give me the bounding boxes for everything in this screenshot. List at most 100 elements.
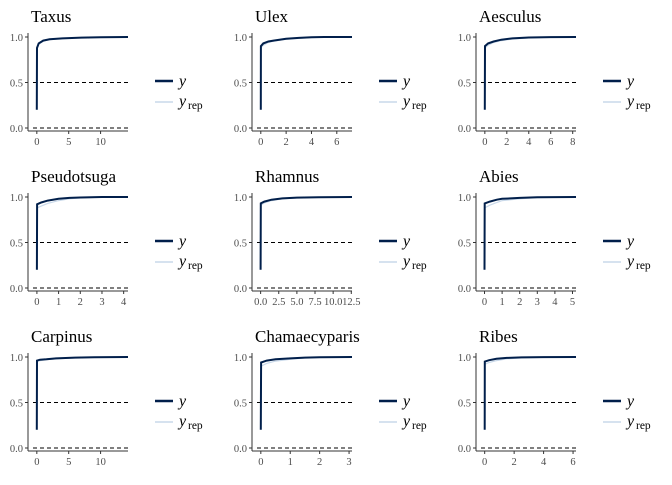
legend-label-yrep-sub: rep — [412, 420, 427, 432]
series-y-line — [35, 196, 128, 270]
panel-title: Carpinus — [31, 327, 92, 346]
y-tick-label: 0.0 — [234, 284, 247, 295]
panel-abies: Abies 0.0 0.5 1.0 0 1 2 3 4 5 yy rep — [458, 167, 651, 308]
panel-pseudotsuga: Pseudotsuga 0.0 0.5 1.0 0 1 2 3 4 yy rep — [10, 167, 203, 308]
legend-label-y: y — [625, 73, 635, 90]
series-yrep-line — [260, 196, 353, 270]
y-tick-label: 0.0 — [458, 124, 471, 135]
legend-label-y: y — [625, 393, 635, 410]
legend-label-yrep: y — [401, 253, 411, 270]
series-y-line — [35, 356, 129, 430]
x-tick-label: 6 — [334, 137, 339, 148]
y-tick-label: 0.0 — [10, 124, 23, 135]
legend-label-yrep: y — [401, 93, 411, 110]
x-tick-label: 2 — [504, 137, 509, 148]
x-tick-label: 1 — [56, 297, 61, 308]
y-tick-label: 0.0 — [458, 444, 471, 455]
y-tick-label: 0.0 — [234, 444, 247, 455]
legend-label-y: y — [401, 73, 411, 90]
x-tick-label: 0 — [482, 457, 487, 468]
x-tick-label: 0 — [34, 297, 39, 308]
y-tick-label: 0.5 — [234, 239, 247, 250]
y-tick-label: 1.0 — [234, 193, 247, 204]
x-tick-label: 4 — [541, 457, 547, 468]
x-tick-label: 12.5 — [342, 297, 360, 308]
series-y-line — [483, 36, 577, 110]
x-tick-label: 2 — [78, 297, 83, 308]
x-tick-label: 6 — [548, 137, 553, 148]
x-tick-label: 1 — [499, 297, 504, 308]
x-tick-label: 5 — [66, 457, 71, 468]
legend-label-yrep: y — [625, 413, 635, 430]
x-tick-label: 10 — [95, 457, 106, 468]
y-tick-label: 0.5 — [458, 79, 471, 90]
legend-label-yrep: y — [177, 413, 187, 430]
legend-label-y: y — [625, 233, 635, 250]
x-tick-label: 0 — [482, 297, 487, 308]
panel-ulex: Ulex 0.0 0.5 1.0 0 2 4 6 yy rep — [234, 7, 427, 148]
legend: yy rep — [155, 73, 203, 112]
y-tick-label: 0.5 — [10, 239, 23, 250]
legend: yy rep — [155, 393, 203, 432]
legend-label-y: y — [177, 73, 187, 90]
legend: yy rep — [603, 233, 651, 272]
x-tick-label: 5 — [66, 137, 71, 148]
legend-label-yrep-sub: rep — [636, 100, 651, 112]
y-tick-label: 0.5 — [10, 399, 23, 410]
legend-label-yrep-sub: rep — [188, 260, 203, 272]
x-tick-label: 2 — [317, 457, 322, 468]
x-tick-label: 0 — [34, 137, 39, 148]
y-tick-label: 0.5 — [234, 79, 247, 90]
series-yrep-line — [260, 36, 353, 110]
x-tick-label: 6 — [570, 457, 575, 468]
legend-label-yrep-sub: rep — [636, 260, 651, 272]
y-tick-label: 0.5 — [458, 239, 471, 250]
legend-label-yrep: y — [177, 93, 187, 110]
series-yrep-line — [484, 36, 577, 110]
x-tick-label: 4 — [526, 137, 532, 148]
x-tick-label: 2 — [512, 457, 517, 468]
y-tick-label: 0.0 — [234, 124, 247, 135]
legend-label-y: y — [401, 393, 411, 410]
series-yrep-line — [36, 36, 129, 110]
x-tick-label: 2.5 — [272, 297, 285, 308]
panel-aesculus: Aesculus 0.0 0.5 1.0 0 2 4 6 8 yy rep — [458, 7, 651, 148]
panel-taxus: Taxus 0.0 0.5 1.0 0 5 10 yy rep — [10, 7, 203, 148]
y-tick-label: 0.5 — [458, 399, 471, 410]
series-y-line — [259, 356, 353, 430]
x-tick-label: 4 — [552, 297, 558, 308]
x-tick-label: 0.0 — [254, 297, 267, 308]
y-tick-label: 1.0 — [10, 193, 23, 204]
x-tick-label: 10 — [95, 137, 106, 148]
legend-label-yrep-sub: rep — [188, 100, 203, 112]
y-tick-label: 0.0 — [10, 444, 23, 455]
series-yrep-line — [484, 356, 577, 430]
series-y-line — [259, 196, 353, 270]
y-tick-label: 0.5 — [234, 399, 247, 410]
series-y-line — [35, 36, 129, 110]
panel-title: Ribes — [479, 327, 518, 346]
y-tick-label: 1.0 — [458, 33, 471, 44]
x-tick-label: 0 — [482, 137, 487, 148]
series-y-line — [483, 356, 577, 430]
series-y-line — [483, 196, 577, 270]
panel-ribes: Ribes 0.0 0.5 1.0 0 2 4 6 yy rep — [458, 327, 651, 468]
x-tick-label: 5.0 — [290, 297, 303, 308]
y-tick-label: 1.0 — [458, 353, 471, 364]
y-tick-label: 1.0 — [10, 353, 23, 364]
x-tick-label: 8 — [570, 137, 575, 148]
x-tick-label: 7.5 — [308, 297, 321, 308]
y-tick-label: 1.0 — [10, 33, 23, 44]
x-tick-label: 0 — [34, 457, 39, 468]
x-tick-label: 4 — [309, 137, 315, 148]
legend-label-yrep: y — [401, 413, 411, 430]
y-tick-label: 1.0 — [234, 353, 247, 364]
panel-carpinus: Carpinus 0.0 0.5 1.0 0 5 10 yy rep — [10, 327, 203, 468]
panel-title: Aesculus — [479, 7, 541, 26]
y-tick-label: 0.5 — [10, 79, 23, 90]
x-tick-label: 2 — [517, 297, 522, 308]
series-yrep-line — [36, 196, 129, 270]
legend-label-y: y — [401, 233, 411, 250]
y-tick-label: 1.0 — [234, 33, 247, 44]
